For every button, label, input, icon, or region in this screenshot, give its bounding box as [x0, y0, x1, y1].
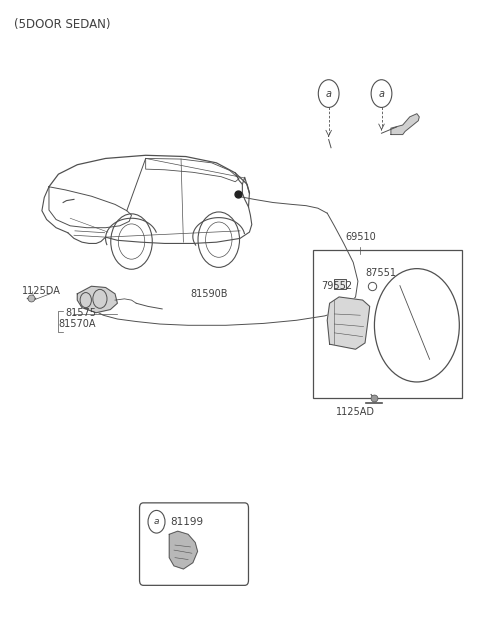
Text: a: a	[379, 89, 384, 99]
Polygon shape	[327, 297, 370, 349]
Text: 1125DA: 1125DA	[22, 286, 61, 296]
Text: 81570A: 81570A	[59, 318, 96, 329]
Polygon shape	[96, 290, 104, 308]
Text: 69510: 69510	[345, 232, 376, 242]
Polygon shape	[169, 531, 198, 569]
Text: 81575: 81575	[65, 308, 96, 318]
Text: (5DOOR SEDAN): (5DOOR SEDAN)	[13, 18, 110, 31]
Polygon shape	[77, 286, 118, 313]
Polygon shape	[391, 114, 419, 135]
Text: 81590B: 81590B	[191, 289, 228, 299]
Text: a: a	[325, 89, 332, 99]
Bar	[313, 249, 462, 397]
Text: 81199: 81199	[171, 517, 204, 527]
Bar	[335, 279, 346, 289]
Text: 1125AD: 1125AD	[336, 406, 375, 417]
FancyBboxPatch shape	[140, 503, 249, 585]
Text: 87551: 87551	[365, 268, 396, 278]
Text: a: a	[154, 517, 159, 526]
Text: 79552: 79552	[321, 281, 352, 291]
